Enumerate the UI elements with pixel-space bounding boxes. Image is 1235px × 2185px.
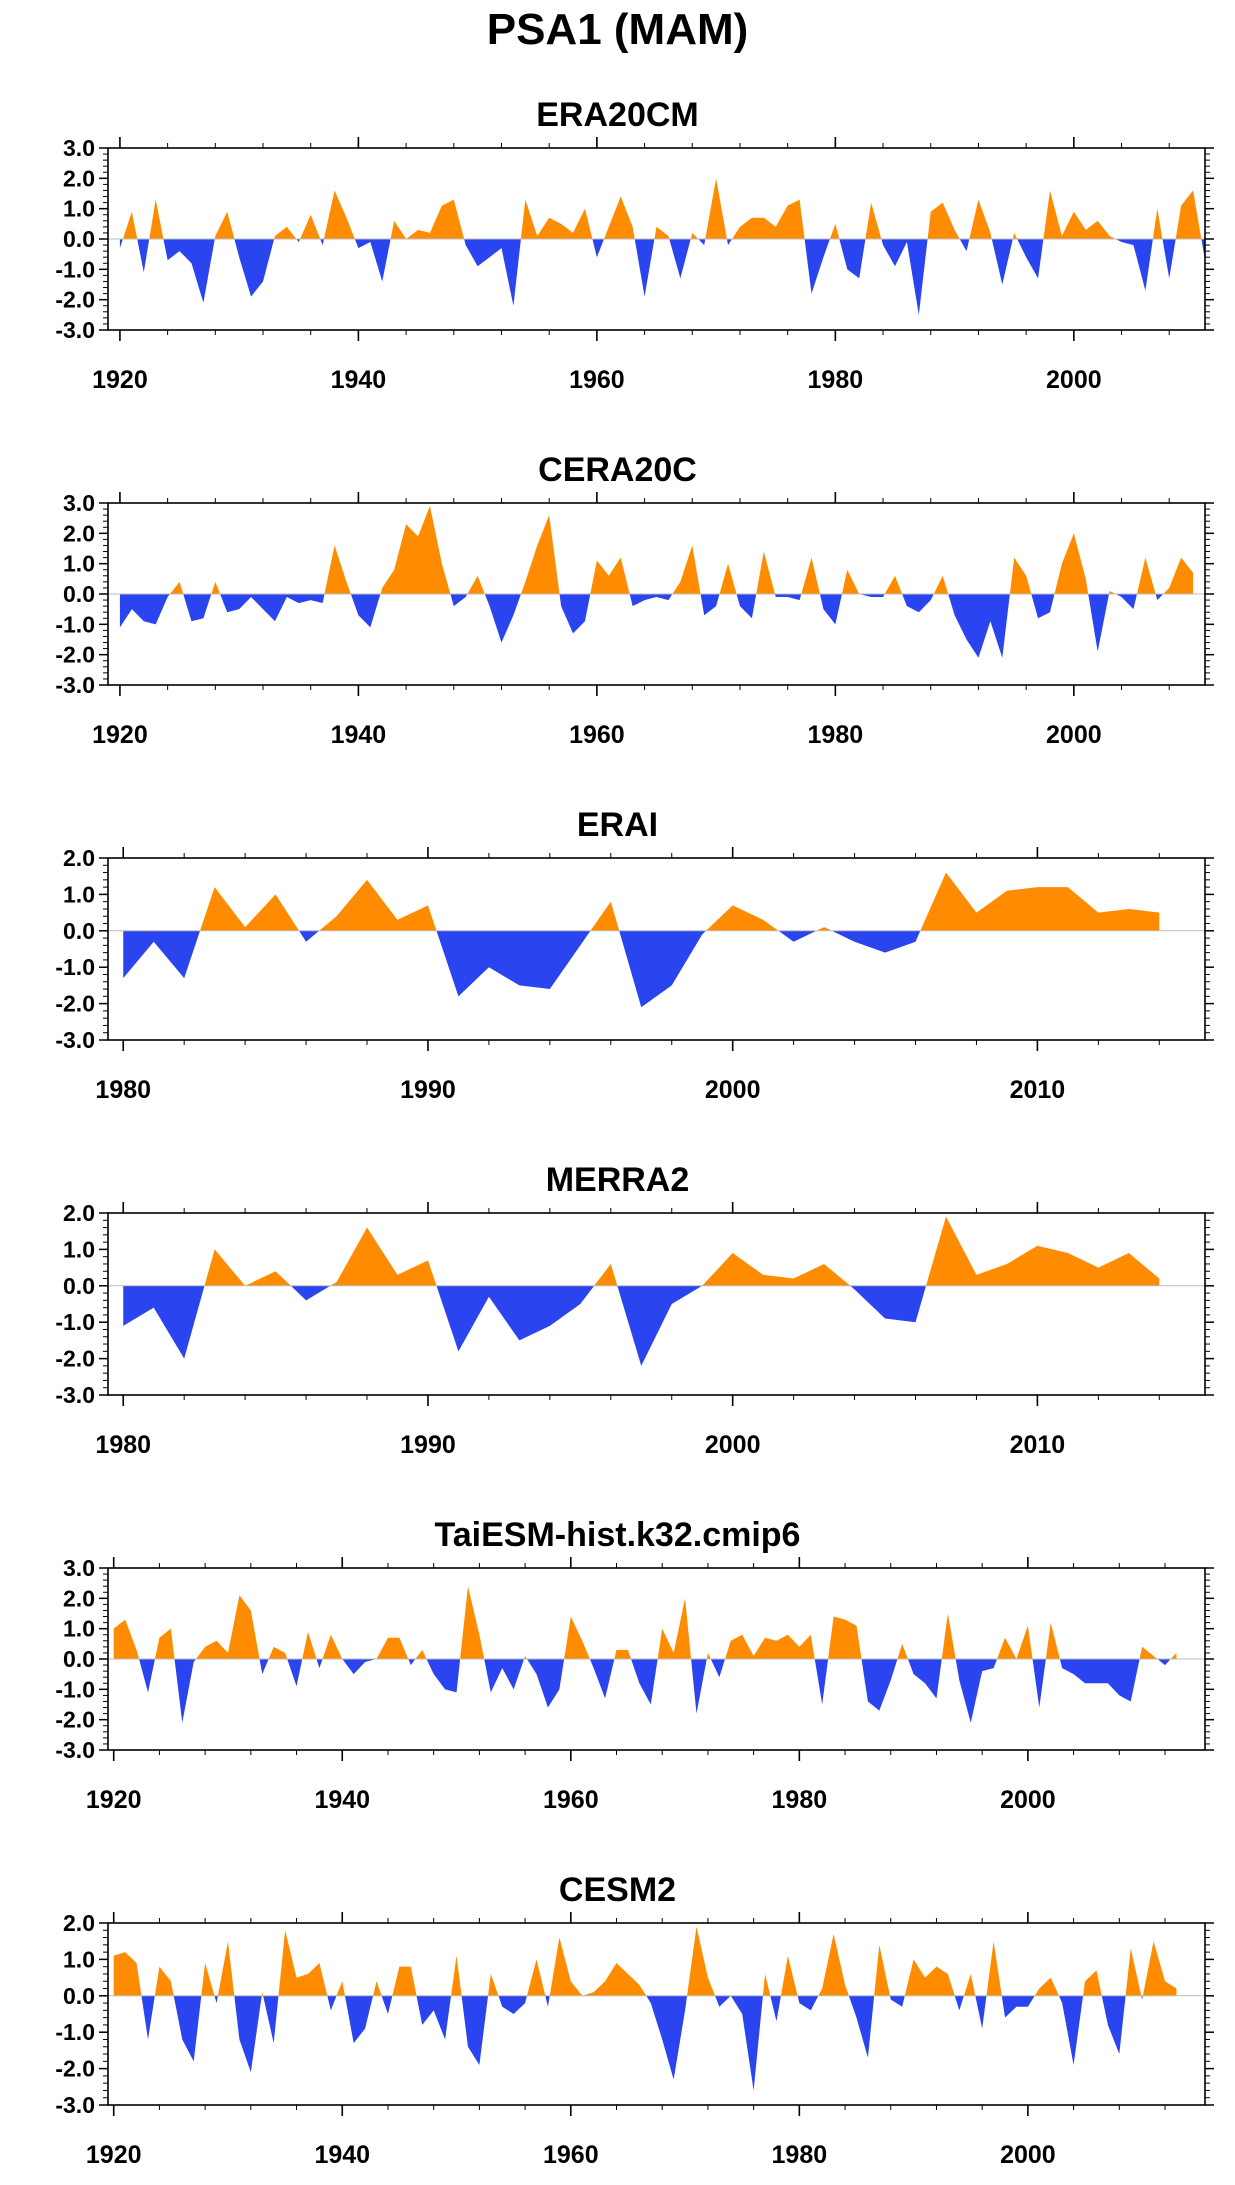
y-tick-label: 1.0 <box>63 881 95 907</box>
plot-frame <box>107 1212 1206 1396</box>
x-tick-label: 2000 <box>1000 1786 1056 1814</box>
negative-anomaly-area <box>119 594 1164 658</box>
y-tick-label: 0.0 <box>63 1646 95 1672</box>
y-tick-label: -3.0 <box>55 672 95 698</box>
y-tick-label: -3.0 <box>55 1382 95 1408</box>
y-tick-label: -1.0 <box>55 611 95 637</box>
x-tick-label: 1980 <box>772 1786 828 1814</box>
positive-anomaly-area <box>122 178 1202 239</box>
x-tick-label: 1920 <box>86 2141 142 2169</box>
panel-title-cera20c: CERA20C <box>538 451 697 489</box>
y-tick-label: 1.0 <box>63 1616 95 1642</box>
positive-anomaly-area <box>200 872 1160 931</box>
x-tick-label: 1940 <box>331 366 387 394</box>
y-tick-label: -2.0 <box>55 1707 95 1733</box>
x-tick-label: 1940 <box>331 721 387 749</box>
x-tick-label: 1990 <box>400 1076 456 1104</box>
panel-title-cesm2: CESM2 <box>558 1871 677 1909</box>
negative-anomaly-area <box>123 930 921 1008</box>
panel-title-merra2: MERRA2 <box>545 1161 690 1199</box>
y-tick-label: -2.0 <box>55 991 95 1017</box>
x-tick-label: 1990 <box>400 1431 456 1459</box>
x-tick-label: 2010 <box>1010 1431 1066 1459</box>
negative-anomaly-area <box>119 239 1205 315</box>
y-tick-label: 1.0 <box>63 1946 95 1972</box>
y-tick-label: -3.0 <box>55 2092 95 2118</box>
x-tick-label: 1920 <box>92 721 148 749</box>
x-tick-label: 1960 <box>569 366 625 394</box>
x-tick-label: 1940 <box>314 1786 370 1814</box>
y-tick-label: -2.0 <box>55 287 95 313</box>
y-tick-label: -1.0 <box>55 2019 95 2045</box>
x-tick-label: 1940 <box>314 2141 370 2169</box>
x-tick-label: 1920 <box>86 1786 142 1814</box>
y-tick-label: 0.0 <box>63 918 95 944</box>
x-tick-label: 1960 <box>543 2141 599 2169</box>
plot-frame <box>107 857 1206 1041</box>
x-tick-label: 2000 <box>1046 721 1102 749</box>
figure-title: PSA1 (MAM) <box>486 5 749 54</box>
panel-title-erai: ERAI <box>576 806 659 844</box>
negative-anomaly-area <box>123 1285 927 1366</box>
y-tick-label: 2.0 <box>63 1910 95 1936</box>
positive-anomaly-area <box>113 1586 1177 1659</box>
x-tick-label: 1980 <box>95 1431 151 1459</box>
panel-title-era20cm: ERA20CM <box>536 96 699 134</box>
y-tick-label: -2.0 <box>55 1346 95 1372</box>
x-tick-label: 1980 <box>772 2141 828 2169</box>
x-tick-label: 2000 <box>705 1076 761 1104</box>
y-tick-label: 0.0 <box>63 1983 95 2009</box>
positive-anomaly-area <box>113 1926 1177 1996</box>
y-tick-label: 0.0 <box>63 1273 95 1299</box>
y-tick-label: -3.0 <box>55 1027 95 1053</box>
y-tick-label: 3.0 <box>63 1555 95 1581</box>
x-tick-label: 1980 <box>808 721 864 749</box>
y-tick-label: -2.0 <box>55 2056 95 2082</box>
x-tick-label: 1920 <box>92 366 148 394</box>
panel-title-taiesm: TaiESM-hist.k32.cmip6 <box>434 1516 801 1554</box>
negative-anomaly-area <box>139 1659 1171 1723</box>
y-tick-label: -3.0 <box>55 1737 95 1763</box>
y-tick-label: -1.0 <box>55 256 95 282</box>
x-tick-label: 1980 <box>808 366 864 394</box>
y-tick-label: 1.0 <box>63 551 95 577</box>
y-tick-label: 2.0 <box>63 845 95 871</box>
y-tick-label: 2.0 <box>63 1200 95 1226</box>
y-tick-label: 2.0 <box>63 1585 95 1611</box>
positive-anomaly-area <box>170 506 1194 594</box>
y-tick-label: 1.0 <box>63 196 95 222</box>
y-tick-label: 0.0 <box>63 226 95 252</box>
positive-anomaly-area <box>204 1216 1160 1286</box>
y-tick-label: -2.0 <box>55 642 95 668</box>
y-tick-label: -1.0 <box>55 954 95 980</box>
y-tick-label: 3.0 <box>63 490 95 516</box>
x-tick-label: 2000 <box>1000 2141 1056 2169</box>
plot-frame <box>107 1922 1206 2106</box>
negative-anomaly-area <box>141 1995 1143 2091</box>
x-tick-label: 1960 <box>543 1786 599 1814</box>
x-tick-label: 2000 <box>1046 366 1102 394</box>
y-tick-label: 2.0 <box>63 520 95 546</box>
y-tick-label: -1.0 <box>55 1309 95 1335</box>
x-tick-label: 2000 <box>705 1431 761 1459</box>
y-tick-label: 0.0 <box>63 581 95 607</box>
y-tick-label: -3.0 <box>55 317 95 343</box>
x-tick-label: 2010 <box>1010 1076 1066 1104</box>
x-tick-label: 1980 <box>95 1076 151 1104</box>
x-tick-label: 1960 <box>569 721 625 749</box>
y-tick-label: 1.0 <box>63 1236 95 1262</box>
y-tick-label: 2.0 <box>63 165 95 191</box>
y-tick-label: -1.0 <box>55 1676 95 1702</box>
y-tick-label: 3.0 <box>63 135 95 161</box>
